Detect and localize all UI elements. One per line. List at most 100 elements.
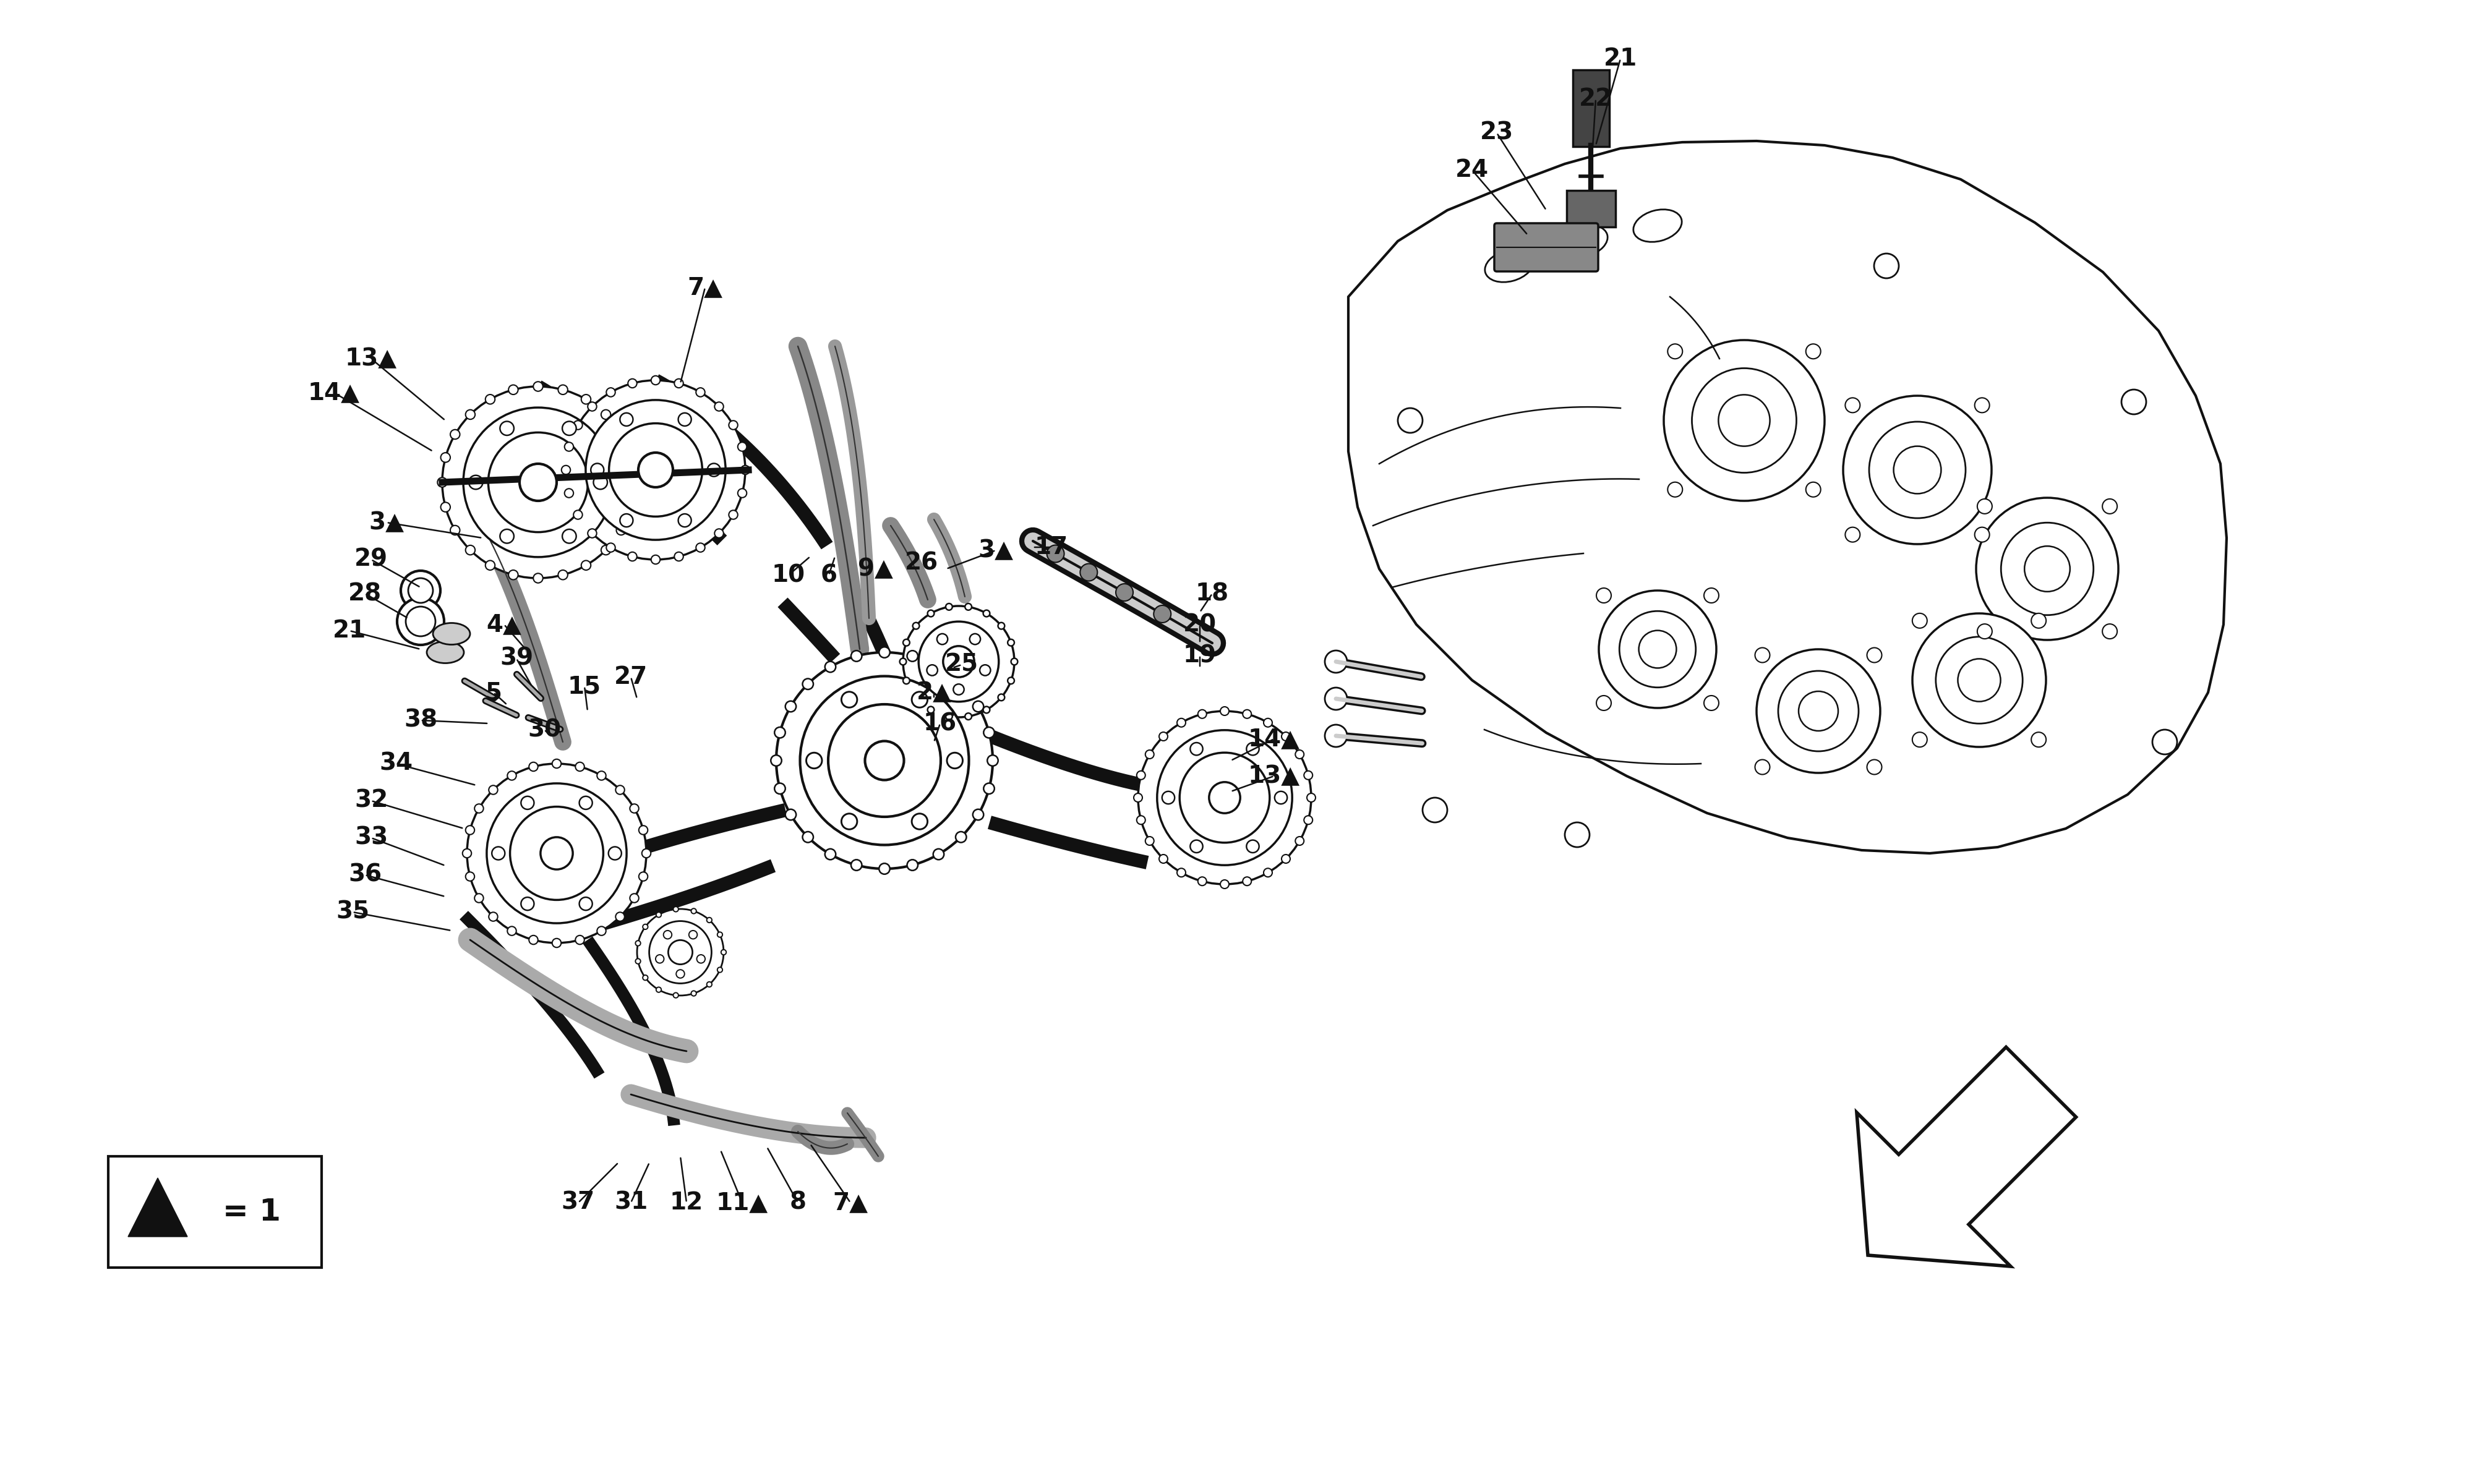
Text: 4▲: 4▲ xyxy=(487,613,522,637)
Circle shape xyxy=(463,849,473,858)
Circle shape xyxy=(507,926,517,935)
Circle shape xyxy=(1138,711,1311,884)
Circle shape xyxy=(579,797,591,809)
Circle shape xyxy=(621,513,633,527)
Circle shape xyxy=(487,784,626,923)
Circle shape xyxy=(1935,637,2024,724)
Circle shape xyxy=(1210,782,1239,813)
Circle shape xyxy=(945,604,952,610)
Circle shape xyxy=(1719,395,1769,447)
Text: 27: 27 xyxy=(614,665,648,689)
Circle shape xyxy=(1754,760,1769,775)
Circle shape xyxy=(485,561,495,570)
Circle shape xyxy=(1667,482,1682,497)
Circle shape xyxy=(690,908,695,914)
Circle shape xyxy=(955,678,967,690)
Circle shape xyxy=(1754,647,1769,662)
Circle shape xyxy=(970,634,980,644)
Circle shape xyxy=(576,935,584,944)
Circle shape xyxy=(1846,527,1860,542)
Circle shape xyxy=(913,622,920,629)
Circle shape xyxy=(522,464,554,500)
Circle shape xyxy=(972,809,985,821)
Text: 2▲: 2▲ xyxy=(915,681,952,705)
Circle shape xyxy=(1178,868,1185,877)
Circle shape xyxy=(1566,822,1588,847)
Circle shape xyxy=(1296,749,1304,758)
Text: 28: 28 xyxy=(349,582,381,605)
Circle shape xyxy=(1912,613,2046,746)
Circle shape xyxy=(631,804,638,813)
Text: 34: 34 xyxy=(379,752,413,775)
Circle shape xyxy=(638,825,648,834)
Circle shape xyxy=(1133,794,1143,801)
Circle shape xyxy=(715,528,722,537)
Circle shape xyxy=(562,466,571,475)
Circle shape xyxy=(581,561,591,570)
Circle shape xyxy=(740,466,750,475)
Circle shape xyxy=(918,622,999,702)
Circle shape xyxy=(567,380,745,559)
Circle shape xyxy=(475,804,482,813)
Text: 38: 38 xyxy=(403,708,438,732)
Circle shape xyxy=(631,893,638,902)
Circle shape xyxy=(606,387,616,396)
Circle shape xyxy=(601,410,611,420)
Circle shape xyxy=(1180,752,1269,843)
Circle shape xyxy=(802,831,814,843)
Circle shape xyxy=(564,488,574,497)
Circle shape xyxy=(982,610,990,617)
FancyBboxPatch shape xyxy=(1573,70,1608,147)
Text: 13▲: 13▲ xyxy=(1247,764,1301,788)
Circle shape xyxy=(651,375,661,384)
Circle shape xyxy=(638,453,673,487)
Circle shape xyxy=(609,423,703,516)
Circle shape xyxy=(591,463,604,476)
Circle shape xyxy=(581,395,591,404)
Circle shape xyxy=(1304,816,1314,825)
Circle shape xyxy=(673,907,678,911)
Text: 35: 35 xyxy=(336,901,369,923)
Circle shape xyxy=(777,653,992,868)
Circle shape xyxy=(651,555,661,564)
Circle shape xyxy=(401,571,440,610)
Circle shape xyxy=(539,837,574,870)
Circle shape xyxy=(1705,588,1719,603)
Circle shape xyxy=(609,847,621,859)
Circle shape xyxy=(913,692,928,708)
Circle shape xyxy=(695,387,705,396)
Circle shape xyxy=(586,401,725,540)
Circle shape xyxy=(708,982,713,987)
Circle shape xyxy=(1912,732,1927,746)
Circle shape xyxy=(799,677,970,844)
Text: = 1: = 1 xyxy=(223,1198,282,1227)
Circle shape xyxy=(1912,613,1927,628)
Circle shape xyxy=(468,764,646,942)
Circle shape xyxy=(1282,855,1289,864)
Text: 16: 16 xyxy=(923,712,957,735)
Circle shape xyxy=(643,925,648,929)
Circle shape xyxy=(534,381,542,392)
Circle shape xyxy=(663,930,673,939)
Text: 6: 6 xyxy=(821,564,836,586)
Circle shape xyxy=(933,849,945,859)
Circle shape xyxy=(596,926,606,935)
Circle shape xyxy=(574,510,581,519)
Text: 8: 8 xyxy=(789,1190,807,1214)
Circle shape xyxy=(1977,499,1992,513)
Circle shape xyxy=(450,429,460,439)
Circle shape xyxy=(1638,631,1677,668)
Circle shape xyxy=(487,432,589,533)
Circle shape xyxy=(510,807,604,899)
Circle shape xyxy=(1974,398,1989,413)
Circle shape xyxy=(529,935,537,944)
Circle shape xyxy=(406,607,435,637)
Ellipse shape xyxy=(433,623,470,644)
Circle shape xyxy=(1596,588,1611,603)
Circle shape xyxy=(522,797,534,809)
Text: 15: 15 xyxy=(567,675,601,697)
Circle shape xyxy=(933,662,945,672)
Circle shape xyxy=(688,930,698,939)
Circle shape xyxy=(878,864,891,874)
Circle shape xyxy=(438,478,448,487)
